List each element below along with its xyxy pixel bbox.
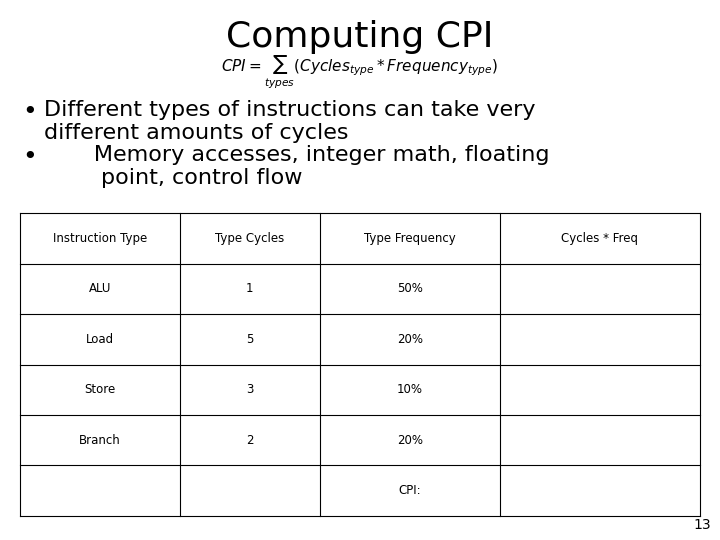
Text: CPI:: CPI: — [399, 484, 421, 497]
Text: •: • — [22, 100, 37, 124]
Text: Different types of instructions can take very
different amounts of cycles: Different types of instructions can take… — [44, 100, 536, 143]
Text: 2: 2 — [246, 434, 253, 447]
Text: 10%: 10% — [397, 383, 423, 396]
Text: 20%: 20% — [397, 333, 423, 346]
Text: 3: 3 — [246, 383, 253, 396]
Text: Memory accesses, integer math, floating
        point, control flow: Memory accesses, integer math, floating … — [44, 145, 549, 188]
Text: 20%: 20% — [397, 434, 423, 447]
Text: Computing CPI: Computing CPI — [226, 20, 494, 54]
Text: •: • — [22, 145, 37, 169]
Text: Cycles * Freq: Cycles * Freq — [562, 232, 639, 245]
Text: ALU: ALU — [89, 282, 111, 295]
Text: Load: Load — [86, 333, 114, 346]
Text: Type Frequency: Type Frequency — [364, 232, 456, 245]
Text: Instruction Type: Instruction Type — [53, 232, 147, 245]
Text: 13: 13 — [694, 518, 711, 532]
Text: $CPI = \sum_{types} \left(Cycles_{type} * Frequency_{type}\right)$: $CPI = \sum_{types} \left(Cycles_{type} … — [222, 55, 498, 91]
Text: Branch: Branch — [79, 434, 121, 447]
Text: Type Cycles: Type Cycles — [215, 232, 284, 245]
Text: 1: 1 — [246, 282, 253, 295]
Text: 5: 5 — [246, 333, 253, 346]
Text: Store: Store — [84, 383, 116, 396]
Text: 50%: 50% — [397, 282, 423, 295]
